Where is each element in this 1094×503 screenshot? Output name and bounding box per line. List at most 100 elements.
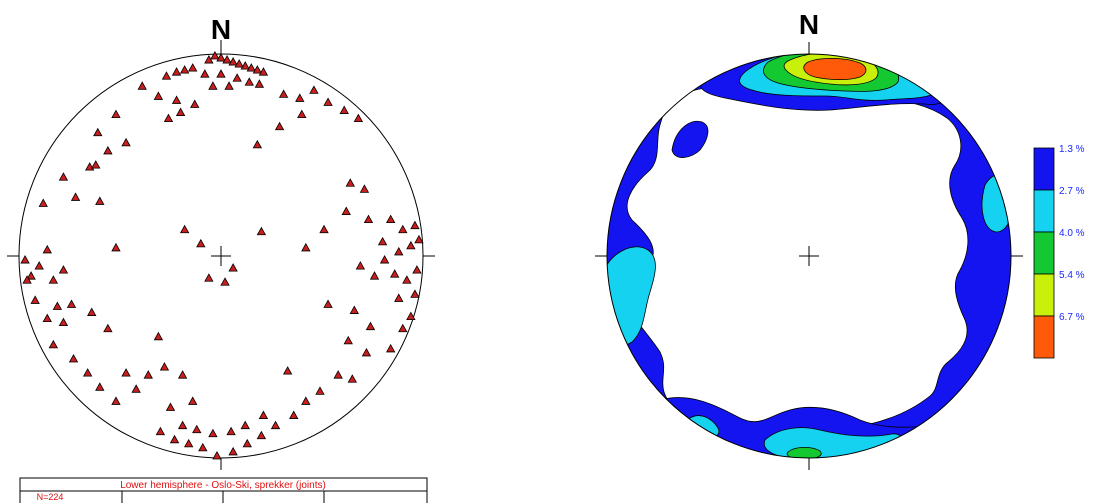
pole-marker bbox=[42, 313, 52, 323]
pole-marker bbox=[333, 370, 343, 379]
left-cardinal-ticks bbox=[7, 40, 435, 470]
pole-marker bbox=[165, 402, 176, 411]
pole-plot: N bbox=[7, 14, 435, 470]
pole-marker bbox=[240, 420, 250, 430]
pole-marker bbox=[386, 343, 396, 353]
pole-marker bbox=[190, 99, 200, 108]
pole-marker bbox=[386, 214, 396, 224]
pole-marker bbox=[204, 273, 214, 282]
pole-marker bbox=[228, 263, 238, 272]
pole-marker bbox=[412, 265, 422, 274]
pole-marker bbox=[323, 97, 333, 106]
pole-marker bbox=[410, 220, 420, 230]
pole-marker bbox=[83, 368, 93, 377]
pole-marker bbox=[252, 139, 263, 149]
pole-marker bbox=[347, 374, 357, 383]
pole-marker bbox=[226, 426, 236, 436]
pole-marker bbox=[30, 295, 40, 304]
contour-band-1-nw-patch bbox=[671, 120, 709, 158]
pole-marker bbox=[93, 127, 103, 137]
pole-marker bbox=[394, 246, 404, 256]
pole-marker bbox=[244, 77, 254, 86]
pole-marker bbox=[278, 89, 289, 98]
pole-marker bbox=[143, 370, 153, 379]
pole-marker bbox=[270, 420, 281, 430]
pole-marker bbox=[155, 426, 166, 436]
pole-marker bbox=[394, 293, 404, 302]
pole-marker bbox=[200, 69, 210, 78]
legend-swatch bbox=[1033, 315, 1055, 359]
pole-marker bbox=[240, 61, 250, 70]
pole-marker bbox=[289, 410, 299, 419]
pole-marker bbox=[58, 317, 69, 327]
pole-marker bbox=[398, 224, 408, 234]
pole-marker bbox=[355, 261, 366, 270]
pole-marker bbox=[103, 145, 113, 155]
pole-marker bbox=[204, 55, 214, 64]
legend-swatch bbox=[1033, 231, 1055, 275]
pole-marker bbox=[349, 305, 359, 314]
pole-marker bbox=[161, 71, 172, 80]
pole-marker bbox=[131, 384, 141, 393]
pole-marker bbox=[345, 178, 355, 187]
pole-marker bbox=[222, 55, 232, 64]
pole-marker bbox=[224, 81, 234, 90]
pole-marker bbox=[402, 275, 412, 284]
legend-swatch bbox=[1033, 189, 1055, 233]
legend-label: 1.3 % bbox=[1059, 144, 1085, 155]
pole-marker bbox=[216, 69, 226, 78]
pole-marker bbox=[208, 81, 218, 90]
density-legend: 1.3 % 2.7 % 4.0 % 5.4 % 6.7 % bbox=[1033, 144, 1085, 359]
pole-marker bbox=[369, 271, 380, 280]
pole-marker bbox=[198, 442, 208, 452]
pole-marker bbox=[295, 93, 305, 102]
pole-marker bbox=[188, 396, 198, 405]
pole-marker bbox=[323, 299, 333, 308]
pole-marker bbox=[171, 67, 182, 76]
pole-marker bbox=[258, 67, 269, 76]
right-north-label: N bbox=[799, 9, 819, 40]
pole-marker bbox=[48, 275, 59, 284]
pole-marker bbox=[319, 224, 329, 234]
pole-marker bbox=[179, 224, 190, 234]
left-north-label: N bbox=[211, 14, 231, 45]
pole-marker bbox=[42, 244, 52, 254]
pole-marker bbox=[398, 323, 408, 333]
info-box-title: Lower hemisphere - Oslo-Ski, sprekker (j… bbox=[120, 480, 326, 491]
pole-marker bbox=[121, 368, 131, 377]
pole-marker bbox=[34, 261, 44, 270]
pole-marker bbox=[341, 206, 351, 215]
pole-marker bbox=[258, 410, 269, 419]
pole-marker bbox=[406, 311, 416, 321]
pole-marker bbox=[153, 331, 164, 341]
pole-marker bbox=[343, 335, 353, 345]
pole-marker bbox=[48, 339, 59, 349]
density-contour-plot: N bbox=[595, 9, 1023, 470]
pole-marker bbox=[309, 85, 319, 94]
pole-marker bbox=[246, 63, 256, 72]
pole-marker bbox=[111, 242, 121, 252]
pole-marker bbox=[111, 396, 121, 405]
pole-marker bbox=[179, 65, 190, 74]
pole-marker bbox=[163, 113, 174, 123]
pole-marker bbox=[210, 50, 220, 60]
pole-marker bbox=[159, 362, 170, 371]
pole-marker bbox=[208, 428, 218, 438]
legend-label: 6.7 % bbox=[1059, 312, 1085, 323]
pole-marker bbox=[153, 91, 164, 100]
pole-marker bbox=[196, 238, 206, 248]
pole-marker bbox=[95, 382, 105, 391]
pole-marker bbox=[361, 347, 372, 357]
pole-marker bbox=[137, 81, 147, 90]
pole-marker bbox=[66, 299, 77, 308]
pole-marker bbox=[228, 446, 238, 456]
pole-marker bbox=[38, 198, 48, 207]
pole-marker bbox=[192, 424, 202, 434]
pole-markers bbox=[20, 50, 424, 460]
pole-marker bbox=[68, 353, 79, 363]
pole-marker bbox=[363, 214, 374, 224]
pole-marker bbox=[359, 184, 370, 193]
pole-marker bbox=[379, 255, 390, 264]
pole-marker bbox=[282, 366, 293, 375]
pole-marker bbox=[234, 59, 244, 68]
